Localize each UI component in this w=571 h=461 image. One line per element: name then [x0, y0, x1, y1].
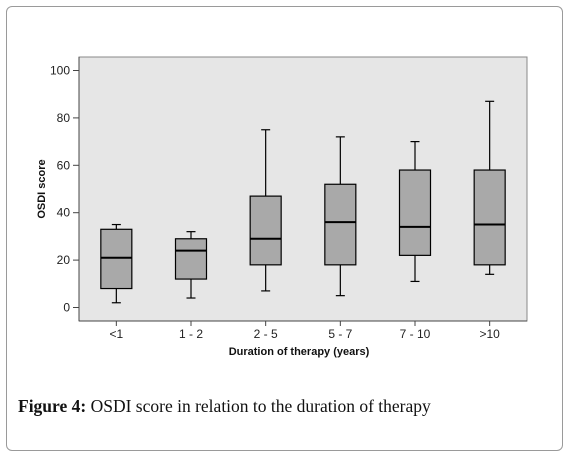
plot-area: [78, 56, 528, 322]
box-group: [174, 231, 208, 299]
y-axis-title: OSDI score: [36, 159, 48, 218]
box-group: [249, 129, 282, 292]
iqr-box: [324, 183, 357, 266]
box-group: [324, 136, 357, 297]
y-tick-label: 60: [57, 158, 71, 172]
caption-label: Figure 4:: [18, 396, 87, 416]
x-tick-label: >10: [479, 327, 500, 341]
y-tick-label: 40: [57, 206, 71, 220]
iqr-box: [174, 238, 208, 280]
y-tick-label: 0: [63, 301, 70, 315]
y-tick-label: 20: [57, 253, 71, 267]
caption-text: OSDI score in relation to the duration o…: [86, 396, 431, 416]
figure-caption: Figure 4: OSDI score in relation to the …: [18, 396, 558, 417]
x-axis: <1 1 - 2 2 - 5 5 - 7 7 - 10 >10: [79, 320, 527, 341]
x-tick-label: <1: [109, 327, 123, 341]
iqr-box: [249, 195, 282, 266]
box-series: [100, 100, 506, 304]
box-group: [100, 223, 133, 304]
x-tick-label: 2 - 5: [254, 327, 278, 341]
box-group: [398, 141, 432, 283]
iqr-box: [398, 169, 432, 256]
x-tick-label: 1 - 2: [179, 327, 203, 341]
iqr-box: [100, 228, 133, 290]
y-tick-label: 80: [57, 111, 71, 125]
box-group: [473, 100, 506, 275]
x-tick-label: 7 - 10: [400, 327, 431, 341]
iqr-box: [473, 169, 506, 266]
x-axis-title: Duration of therapy (years): [229, 346, 370, 358]
y-tick-label: 100: [50, 64, 70, 78]
y-axis: 0 20 40 60 80 100: [50, 57, 80, 321]
x-tick-label: 5 - 7: [328, 327, 352, 341]
